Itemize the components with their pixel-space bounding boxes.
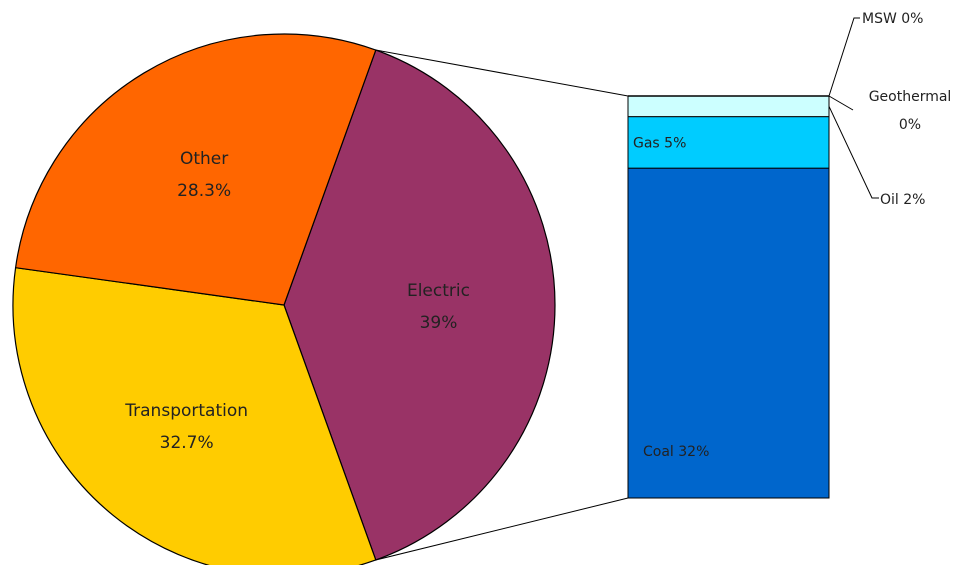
stacked-breakdown-bar	[627, 95, 830, 499]
bar-label-coal: Coal 32%	[643, 444, 709, 460]
bar-label-oil: Oil 2%	[880, 192, 925, 208]
pie-chart: Electric 39% Transportation 32.7% Other 28.3%	[12, 33, 556, 565]
pie-value-other: 28.3%	[177, 181, 231, 201]
pie-label-electric: Electric	[407, 281, 470, 301]
bar-label-geothermal-name: Geothermal	[869, 89, 952, 105]
bar-segment-gas	[627, 116, 830, 169]
pie-slice-electric	[283, 49, 556, 561]
breakdown-labels: Coal 32% Gas 5% Oil 2% Geothermal 0% MSW 0%	[633, 11, 951, 460]
pie-slice-other	[14, 33, 377, 306]
bar-segment-oil	[627, 95, 830, 118]
bar-segment-coal	[627, 167, 830, 499]
leader-line-msw	[828, 17, 860, 97]
bar-label-msw: MSW 0%	[862, 11, 923, 27]
pie-slice-transportation	[12, 266, 377, 565]
bar-label-gas: Gas 5%	[633, 135, 686, 151]
pie-label-transportation: Transportation	[124, 401, 248, 421]
pie-label-other: Other	[180, 149, 228, 169]
pie-value-transportation: 32.7%	[160, 433, 214, 453]
leader-line-oil	[828, 106, 879, 199]
bar-label-geothermal-value: 0%	[899, 117, 921, 133]
pie-value-electric: 39%	[420, 313, 458, 333]
connector-line-top	[375, 49, 629, 97]
pie-to-bar-connectors	[375, 49, 629, 561]
connector-line-bottom	[375, 497, 629, 561]
leader-line-geothermal	[828, 95, 854, 111]
